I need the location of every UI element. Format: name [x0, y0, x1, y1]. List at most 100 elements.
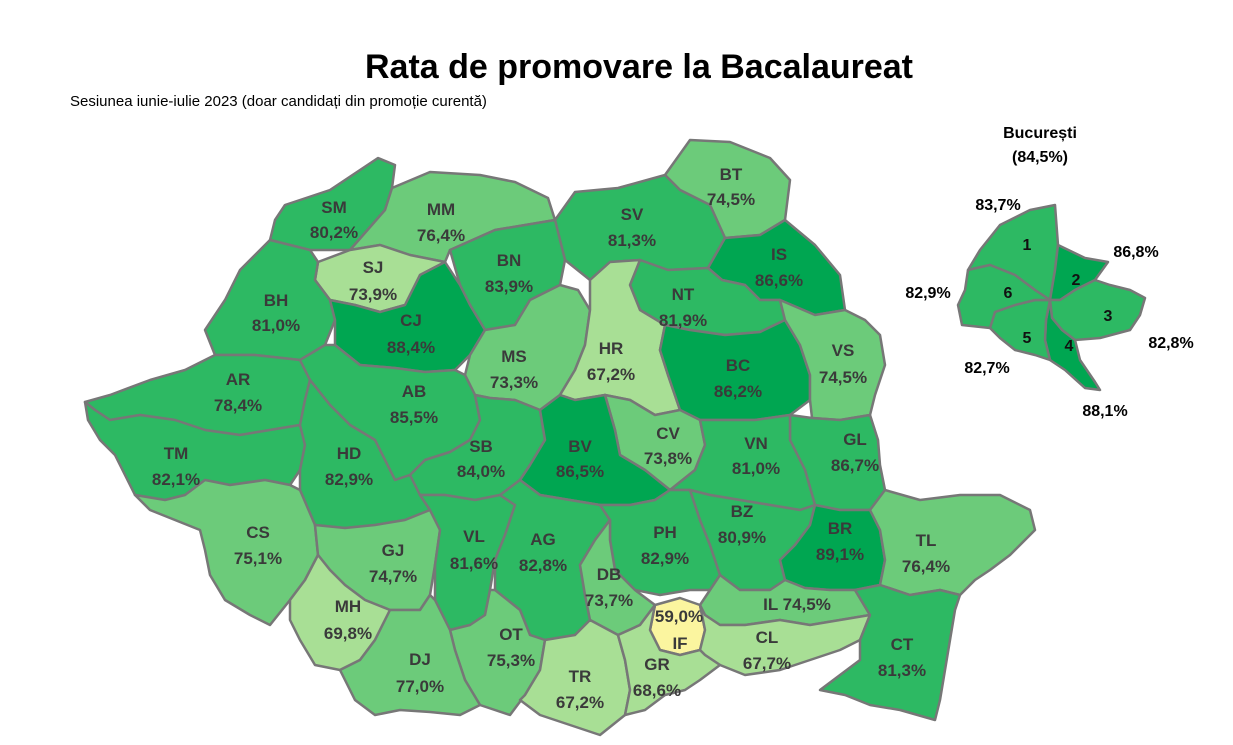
county-label-CL: CL [756, 628, 779, 647]
county-value-BR: 89,1% [816, 545, 864, 564]
county-value-AB: 85,5% [390, 408, 438, 427]
county-label-CJ: CJ [400, 311, 422, 330]
county-label-VN: VN [744, 434, 768, 453]
county-label-BV: BV [568, 437, 592, 456]
sector-label-5: 5 [1023, 330, 1032, 347]
county-value-SJ: 73,9% [349, 285, 397, 304]
county-label-CT: CT [891, 635, 914, 654]
county-labels: SM 80,2% MM 76,4% BT 74,5% SV 81,3% SJ 7… [152, 165, 950, 712]
county-value-NT: 81,9% [659, 311, 707, 330]
county-label-SV: SV [621, 205, 644, 224]
county-label-BH: BH [264, 291, 289, 310]
county-value-TM: 82,1% [152, 470, 200, 489]
county-label-DJ: DJ [409, 650, 431, 669]
map-subtitle: Sesiunea iunie-iulie 2023 (doar candidaț… [70, 93, 487, 110]
county-label-AR: AR [226, 370, 251, 389]
county-value-VS: 74,5% [819, 368, 867, 387]
sector-label-6: 6 [1004, 285, 1013, 302]
county-value-TR: 67,2% [556, 693, 604, 712]
county-label-GL: GL [843, 430, 867, 449]
county-value-IS: 86,6% [755, 271, 803, 290]
county-label-BN: BN [497, 251, 522, 270]
county-value-HD: 82,9% [325, 470, 373, 489]
map-title: Rata de promovare la Bacalaureat [364, 48, 914, 86]
bucuresti-inset: 1 2 3 4 5 6 83,7% 86,8% 82,8% 88,1% 82,7… [905, 197, 1193, 420]
county-label-BT: BT [720, 165, 743, 184]
county-value-BZ: 80,9% [718, 528, 766, 547]
sector-shape-6[interactable] [956, 263, 1052, 330]
county-value-CJ: 88,4% [387, 338, 435, 357]
sector-label-1: 1 [1023, 237, 1032, 254]
county-value-MM: 76,4% [417, 226, 465, 245]
county-value-BN: 83,9% [485, 277, 533, 296]
county-label-PH: PH [653, 523, 677, 542]
county-label-CV: CV [656, 424, 680, 443]
sector-value-1: 83,7% [975, 197, 1020, 214]
county-label-AB: AB [402, 382, 427, 401]
county-shape-TL[interactable] [868, 488, 1037, 597]
county-value-MS: 73,3% [490, 373, 538, 392]
sector-label-4: 4 [1065, 338, 1074, 355]
county-value-TL: 76,4% [902, 557, 950, 576]
sector-label-2: 2 [1072, 272, 1081, 289]
county-label-BR: BR [828, 519, 853, 538]
county-value-GR: 68,6% [633, 681, 681, 700]
county-value-DB: 73,7% [585, 591, 633, 610]
county-value-BH: 81,0% [252, 316, 300, 335]
county-label-GJ: GJ [382, 541, 405, 560]
county-value-IF: 59,0% [655, 607, 703, 626]
county-label-IS: IS [771, 245, 787, 264]
county-value-CT: 81,3% [878, 661, 926, 680]
county-shape-GR[interactable] [616, 603, 722, 717]
county-label-MH: MH [335, 597, 361, 616]
county-value-DJ: 77,0% [396, 677, 444, 696]
county-value-SB: 84,0% [457, 462, 505, 481]
county-label-DB: DB [597, 565, 622, 584]
county-label-HR: HR [599, 339, 624, 358]
county-value-GJ: 74,7% [369, 567, 417, 586]
county-value-SV: 81,3% [608, 231, 656, 250]
county-value-AG: 82,8% [519, 556, 567, 575]
county-label-AG: AG [530, 530, 556, 549]
county-label-OT: OT [499, 625, 523, 644]
county-label-SM: SM [321, 198, 347, 217]
bucuresti-name: București [1003, 125, 1077, 142]
county-label-TL: TL [916, 531, 937, 550]
county-label-SB: SB [469, 437, 493, 456]
county-value-AR: 78,4% [214, 396, 262, 415]
county-value-HR: 67,2% [587, 365, 635, 384]
county-label-GR: GR [644, 655, 670, 674]
county-label-IF: IF [672, 634, 687, 653]
county-label-VL: VL [463, 527, 485, 546]
county-label-MM: MM [427, 200, 455, 219]
county-value-CV: 73,8% [644, 449, 692, 468]
county-label-BZ: BZ [731, 502, 754, 521]
sector-value-2: 86,8% [1113, 244, 1158, 261]
county-value-BT: 74,5% [707, 190, 755, 209]
county-label-TR: TR [569, 667, 592, 686]
sector-value-6: 82,9% [905, 285, 950, 302]
county-value-CS: 75,1% [234, 549, 282, 568]
county-value-BC: 86,2% [714, 382, 762, 401]
county-label-BC: BC [726, 356, 751, 375]
county-value-CL: 67,7% [743, 654, 791, 673]
county-shape-DJ[interactable] [338, 593, 482, 717]
county-shape-TR[interactable] [518, 618, 632, 737]
county-value-MH: 69,8% [324, 624, 372, 643]
county-label-IL: IL 74,5% [763, 595, 831, 614]
county-value-GL: 86,7% [831, 456, 879, 475]
county-value-VN: 81,0% [732, 459, 780, 478]
county-value-BV: 86,5% [556, 462, 604, 481]
county-value-PH: 82,9% [641, 549, 689, 568]
county-label-HD: HD [337, 444, 362, 463]
county-label-SJ: SJ [363, 258, 384, 277]
sector-value-3: 82,8% [1148, 335, 1193, 352]
sector-label-3: 3 [1104, 308, 1113, 325]
county-shape-DB[interactable] [578, 518, 657, 637]
county-shape-CT[interactable] [818, 583, 962, 722]
county-shape-BC[interactable] [658, 318, 812, 422]
bucuresti-total: (84,5%) [1011, 149, 1069, 166]
sector-value-5: 82,7% [964, 360, 1009, 377]
county-label-CS: CS [246, 523, 270, 542]
